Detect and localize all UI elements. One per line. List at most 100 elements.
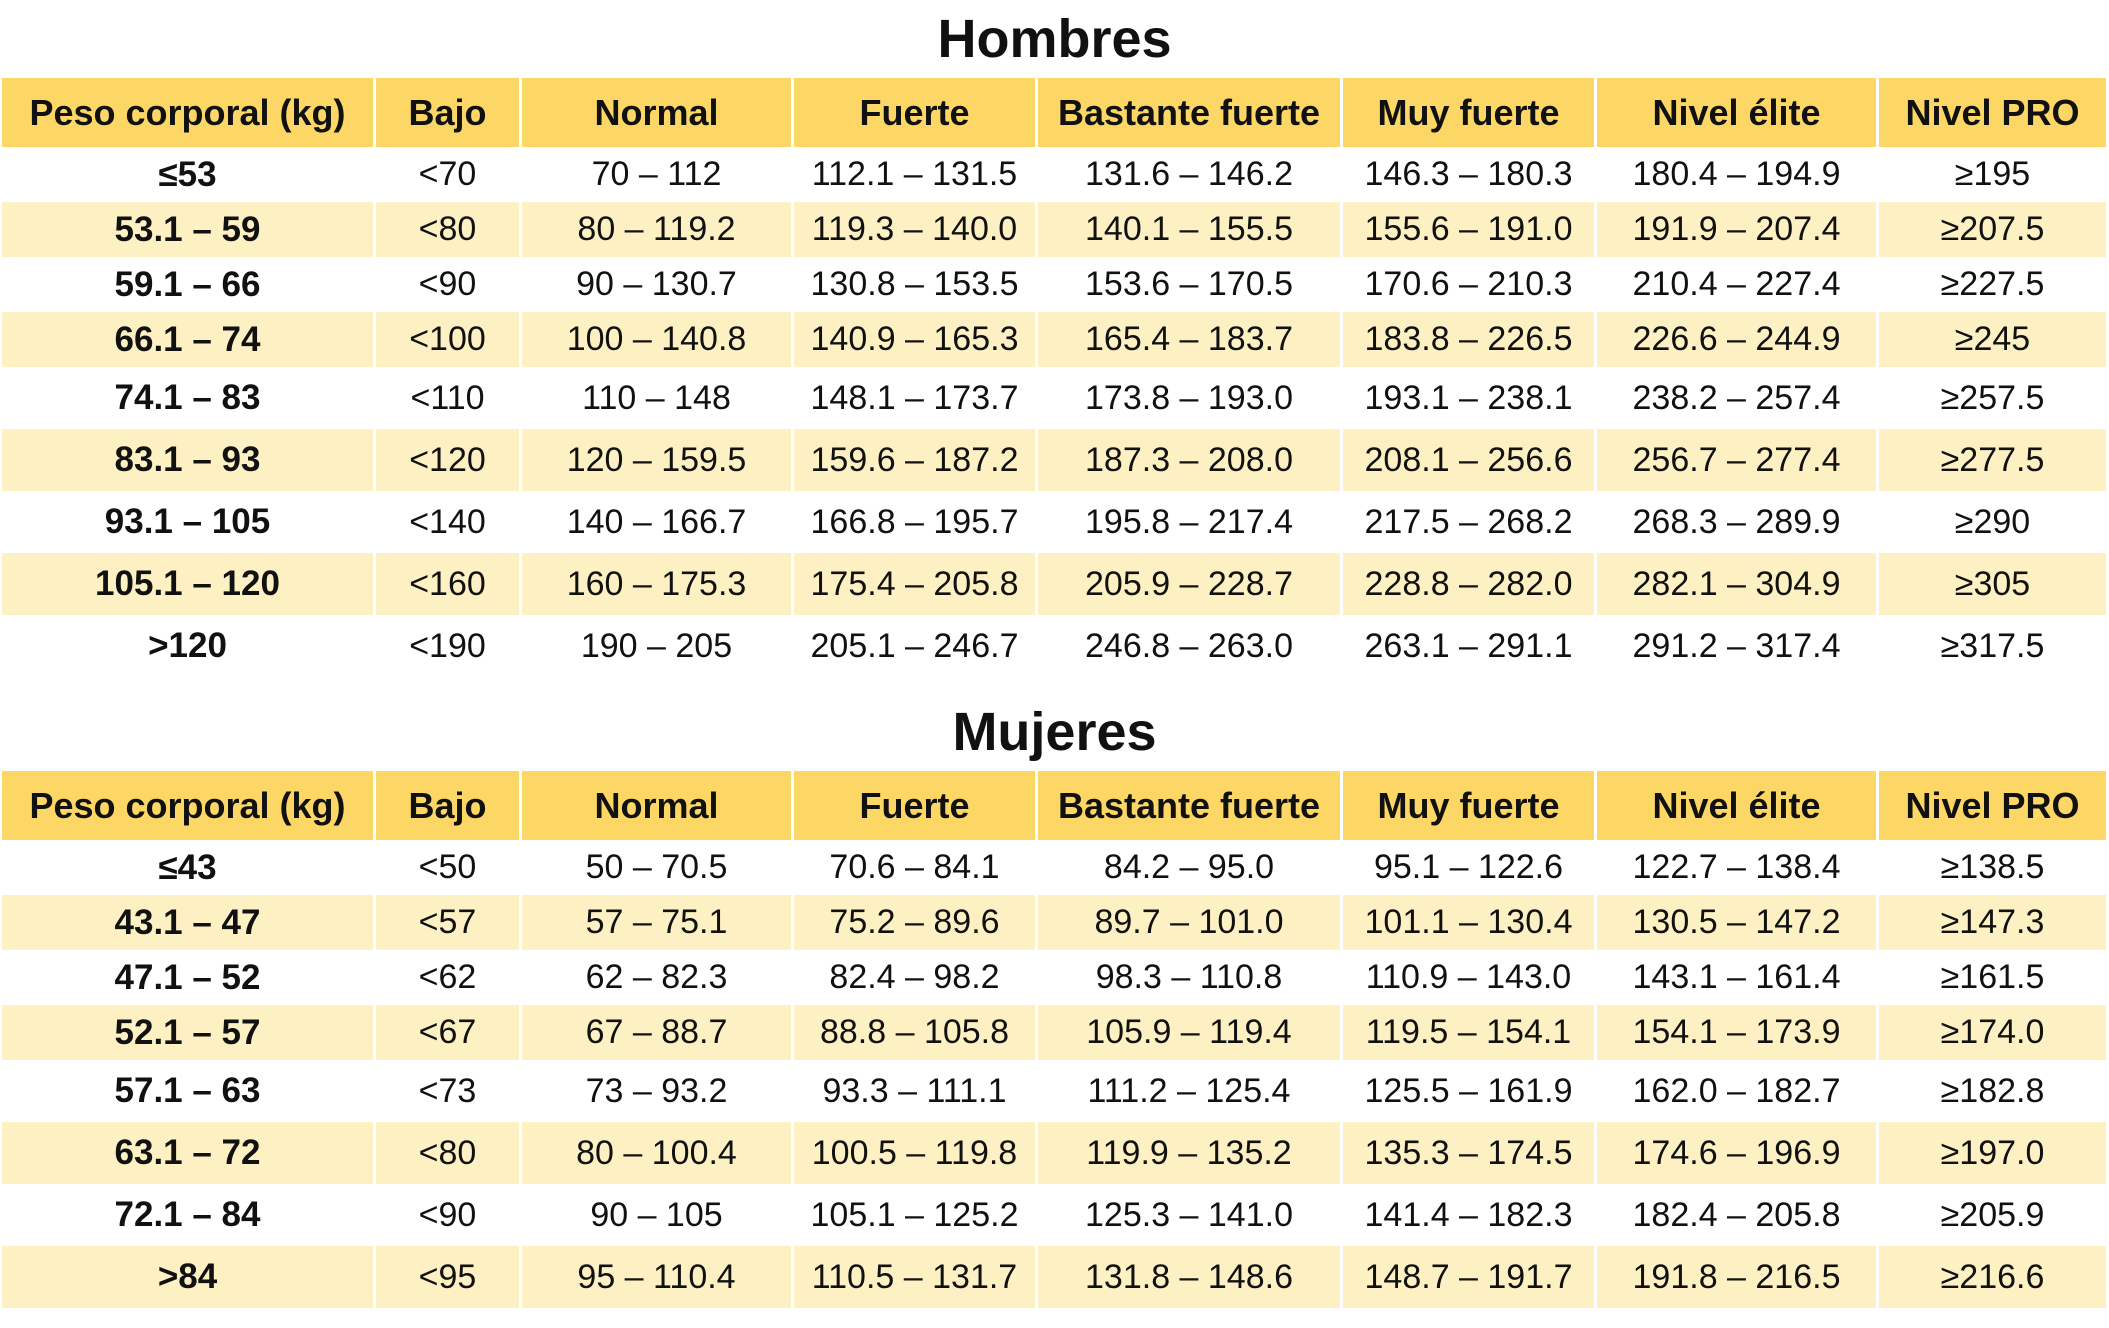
range-cell: 159.6 – 187.2 [794,429,1038,491]
range-cell: 148.1 – 173.7 [794,367,1038,429]
women-section: Mujeres Peso corporal (kg) Bajo Normal F… [0,693,2109,1308]
range-cell: 93.3 – 111.1 [794,1060,1038,1122]
women-table: Peso corporal (kg) Bajo Normal Fuerte Ba… [2,771,2106,1308]
table-row: 74.1 – 83 <110 110 – 148 148.1 – 173.7 173.8… [2,367,2106,429]
range-cell: 160 – 175.3 [522,553,794,615]
header-bajo: Bajo [376,78,522,147]
range-cell: 70 – 112 [522,147,794,202]
range-cell: 89.7 – 101.0 [1038,895,1343,950]
range-cell: 105.1 – 125.2 [794,1184,1038,1246]
range-cell: 101.1 – 130.4 [1343,895,1597,950]
body-weight-cell: 83.1 – 93 [2,429,376,491]
range-cell: 119.9 – 135.2 [1038,1122,1343,1184]
range-cell: ≥216.6 [1879,1246,2106,1308]
women-title: Mujeres [952,702,1157,762]
table-row: 43.1 – 47 <57 57 – 75.1 75.2 – 89.6 89.7 – 1… [2,895,2106,950]
table-row: 93.1 – 105 <140 140 – 166.7 166.8 – 195.7 19… [2,491,2106,553]
range-cell: 141.4 – 182.3 [1343,1184,1597,1246]
body-weight-cell: ≤53 [2,147,376,202]
men-table: Peso corporal (kg) Bajo Normal Fuerte Ba… [2,78,2106,677]
range-cell: 195.8 – 217.4 [1038,491,1343,553]
range-cell: 246.8 – 263.0 [1038,615,1343,677]
range-cell: 135.3 – 174.5 [1343,1122,1597,1184]
range-cell: 263.1 – 291.1 [1343,615,1597,677]
table-row: 57.1 – 63 <73 73 – 93.2 93.3 – 111.1 111.2 –… [2,1060,2106,1122]
header-muy-fuerte: Muy fuerte [1343,78,1597,147]
range-cell: 190 – 205 [522,615,794,677]
range-cell: 140.9 – 165.3 [794,312,1038,367]
table-row: >84 <95 95 – 110.4 110.5 – 131.7 131.8 – 148… [2,1246,2106,1308]
range-cell: ≥182.8 [1940,1071,2045,1110]
range-cell: 174.6 – 196.9 [1597,1122,1879,1184]
men-header-row: Peso corporal (kg) Bajo Normal Fuerte Ba… [2,78,2106,147]
range-cell: <90 [376,1184,522,1246]
table-row: 83.1 – 93 <120 120 – 159.5 159.6 – 187.2 187… [2,429,2106,491]
range-cell: ≥161.5 [1940,958,2045,996]
body-weight-cell: 43.1 – 47 [2,895,376,950]
header-nivel-pro: Nivel PRO [1879,78,2106,147]
range-cell: <62 [376,950,522,1005]
range-cell: 105.9 – 119.4 [1038,1005,1343,1060]
range-cell: ≥245 [1879,312,2106,367]
range-cell: ≥277.5 [1879,429,2106,491]
table-row: ≤53 <70 70 – 112 112.1 – 131.5 131.6 – 146.2… [2,147,2106,202]
range-cell: 182.4 – 205.8 [1597,1184,1879,1246]
range-cell: <73 [376,1060,522,1122]
range-cell: 131.6 – 146.2 [1038,147,1343,202]
header-normal: Normal [522,78,794,147]
range-cell: 210.4 – 227.4 [1597,257,1879,312]
range-cell: <67 [376,1005,522,1060]
range-cell: 140.1 – 155.5 [1038,202,1343,257]
body-weight-cell: >84 [2,1246,376,1308]
range-cell: 146.3 – 180.3 [1343,147,1597,202]
range-cell: ≥317.5 [1940,626,2045,665]
table-row: 52.1 – 57 <67 67 – 88.7 88.8 – 105.8 105.9 –… [2,1005,2106,1060]
header-fuerte: Fuerte [794,78,1038,147]
header-body-weight: Peso corporal (kg) [2,78,376,147]
range-cell: 120 – 159.5 [522,429,794,491]
range-cell: <80 [376,202,522,257]
range-cell: <140 [376,491,522,553]
range-cell: 112.1 – 131.5 [794,147,1038,202]
range-cell: 95 – 110.4 [522,1246,794,1308]
table-row: 72.1 – 84 <90 90 – 105 105.1 – 125.2 125.3 –… [2,1184,2106,1246]
range-cell: 173.8 – 193.0 [1038,367,1343,429]
range-cell: 90 – 105 [522,1184,794,1246]
range-cell: <110 [376,367,522,429]
range-cell: 208.1 – 256.6 [1343,429,1597,491]
range-cell: 187.3 – 208.0 [1038,429,1343,491]
range-cell: 98.3 – 110.8 [1038,950,1343,1005]
range-cell: <190 [376,615,522,677]
range-cell: ≥227.5 [1940,265,2045,303]
range-cell: <120 [376,429,522,491]
range-cell: ≥147.3 [1879,895,2106,950]
range-cell: <90 [376,257,522,312]
range-cell: 111.2 – 125.4 [1038,1060,1343,1122]
header-nivel-pro: Nivel PRO [1879,771,2106,840]
body-weight-cell: 57.1 – 63 [2,1060,376,1122]
range-cell: 100 – 140.8 [522,312,794,367]
range-cell: 154.1 – 173.9 [1597,1005,1879,1060]
header-muy-fuerte: Muy fuerte [1343,771,1597,840]
body-weight-cell: 63.1 – 72 [2,1122,376,1184]
range-cell: <80 [376,1122,522,1184]
range-cell: 73 – 93.2 [522,1060,794,1122]
range-cell: 95.1 – 122.6 [1343,840,1597,895]
range-cell: 140 – 166.7 [522,491,794,553]
table-row: ≤43 <50 50 – 70.5 70.6 – 84.1 84.2 – 95.0 95.… [2,840,2106,895]
range-cell: 130.5 – 147.2 [1597,895,1879,950]
range-cell: 170.6 – 210.3 [1343,257,1597,312]
range-cell: 62 – 82.3 [522,950,794,1005]
range-cell: ≥207.5 [1879,202,2106,257]
body-weight-cell: 93.1 – 105 [2,491,376,553]
table-row: 105.1 – 120 <160 160 – 175.3 175.4 – 205.8 2… [2,553,2106,615]
range-cell: 165.4 – 183.7 [1038,312,1343,367]
range-cell: 226.6 – 244.9 [1597,312,1879,367]
range-cell: 57 – 75.1 [522,895,794,950]
body-weight-cell: 47.1 – 52 [2,950,376,1005]
range-cell: 155.6 – 191.0 [1343,202,1597,257]
range-cell: 166.8 – 195.7 [794,491,1038,553]
header-bastante-fuerte: Bastante fuerte [1038,78,1343,147]
men-title: Hombres [937,9,1172,69]
range-cell: ≥197.0 [1879,1122,2106,1184]
